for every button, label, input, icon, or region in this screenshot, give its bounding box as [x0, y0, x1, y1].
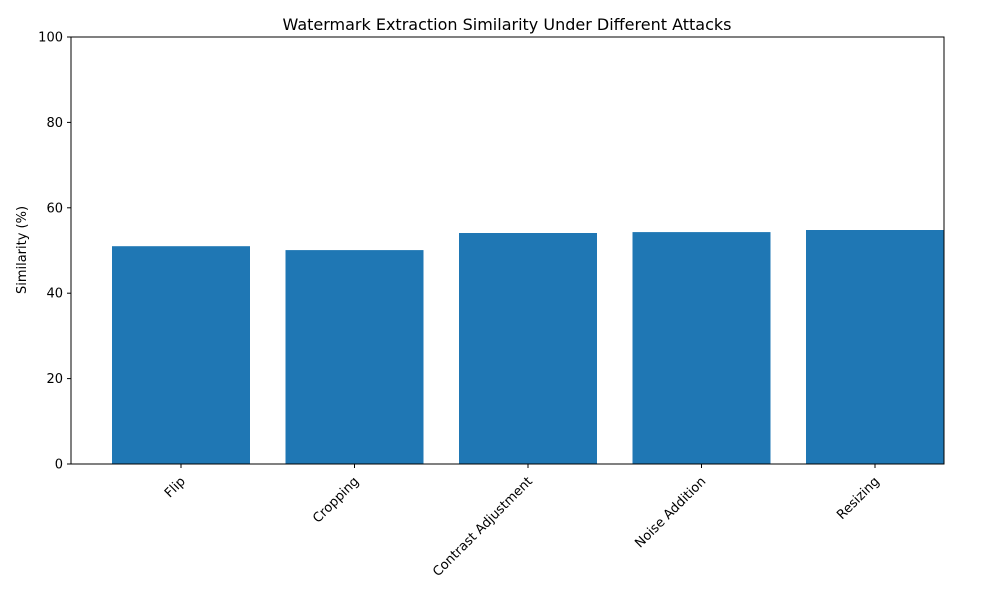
x-tick-label: Cropping [310, 474, 362, 526]
y-tick-label: 80 [46, 116, 63, 131]
chart-title: Watermark Extraction Similarity Under Di… [283, 15, 732, 34]
x-tick-label: Contrast Adjustment [430, 474, 536, 580]
y-axis-ticks: 0 20 40 60 80 100 [38, 31, 71, 473]
bar-resizing [806, 230, 944, 464]
y-axis-label: Similarity (%) [15, 206, 30, 294]
y-tick-label: 100 [38, 31, 63, 46]
x-axis-ticks: Flip Cropping Contrast Adjustment Noise Add… [162, 464, 883, 580]
plot-frame [70, 36, 945, 465]
bar-cropping [285, 250, 424, 464]
bar-contrast-adjustment [459, 233, 597, 464]
y-tick-label: 40 [46, 287, 63, 302]
bars-group [112, 230, 944, 464]
y-tick-label: 0 [55, 458, 63, 473]
y-tick-label: 20 [46, 372, 63, 387]
x-tick-label: Resizing [834, 474, 883, 523]
bar-noise-addition [632, 232, 771, 464]
bar-flip [112, 246, 250, 464]
y-tick-label: 60 [46, 201, 63, 216]
x-tick-label: Flip [162, 474, 189, 501]
x-tick-label: Noise Addition [632, 474, 709, 551]
